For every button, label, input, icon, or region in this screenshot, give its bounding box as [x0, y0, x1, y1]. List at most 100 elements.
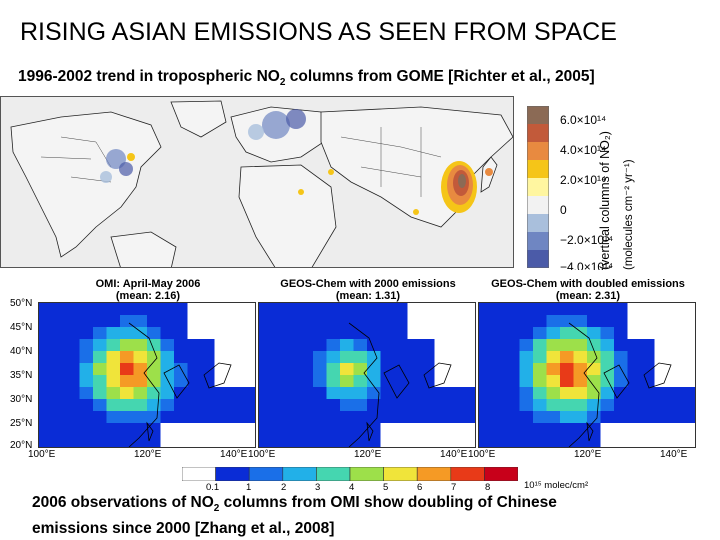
- grid-cell: [174, 375, 188, 388]
- grid-cell: [546, 315, 561, 328]
- grid-cell: [654, 387, 669, 400]
- grid-cell: [93, 423, 107, 436]
- grid-cell: [573, 303, 588, 316]
- korea-outline: [603, 364, 630, 399]
- grid-cell: [133, 351, 148, 364]
- panel-title-geos2000-mean: (mean: 1.31): [335, 290, 401, 302]
- grid-cell: [106, 327, 121, 340]
- grid-cell: [421, 387, 435, 400]
- grid-cell: [600, 399, 615, 412]
- grid-cell: [492, 375, 507, 388]
- grid-cell: [174, 399, 188, 412]
- grid-cell: [407, 327, 422, 340]
- grid-cell: [353, 375, 368, 388]
- grid-cell: [228, 375, 242, 388]
- grid-cell: [326, 303, 341, 316]
- grid-cell: [228, 423, 242, 436]
- grid-cell: [353, 399, 368, 412]
- grid-cell: [201, 315, 215, 328]
- grid-cell: [506, 411, 520, 424]
- grid-cell: [492, 363, 507, 376]
- grid-cell: [519, 375, 534, 388]
- grid-cell: [434, 351, 449, 364]
- grid-cell: [241, 423, 255, 436]
- grid-cell: [492, 327, 507, 340]
- lon-label-100e-1: 100°E: [28, 449, 56, 460]
- grid-cell: [367, 315, 381, 328]
- grid-cell: [187, 423, 202, 436]
- grid-cell: [394, 411, 408, 424]
- colorbar-axis-units: (molecules cm⁻² yr⁻¹): [623, 159, 635, 270]
- grid-cell: [519, 315, 534, 328]
- grid-cell: [506, 351, 520, 364]
- grid-cell: [201, 387, 215, 400]
- trend-colorbar: [527, 106, 549, 268]
- grid-cell: [394, 423, 408, 436]
- colorbar-label-4: 0: [560, 203, 567, 217]
- grid-cell: [93, 411, 107, 424]
- grid-cell: [52, 423, 67, 436]
- grid-cell: [272, 351, 287, 364]
- grid-cell: [286, 411, 300, 424]
- grid-cell: [668, 387, 682, 400]
- panel-title-geosdoubled-mean: (mean: 2.31): [555, 290, 621, 302]
- grid-cell: [259, 303, 273, 316]
- grid-cell: [340, 303, 354, 316]
- grid-cell: [519, 351, 534, 364]
- grid-cell: [627, 363, 642, 376]
- grid-cell: [367, 363, 381, 376]
- grid-cell: [259, 411, 273, 424]
- grid-cell: [133, 375, 148, 388]
- grid-cell: [133, 315, 148, 328]
- grid-cell: [187, 315, 202, 328]
- taiwan-outline: [146, 421, 154, 442]
- grid-cell: [299, 327, 314, 340]
- panel-title-geosdoubled: GEOS-Chem with doubled emissions (mean: …: [478, 278, 698, 302]
- japan-outline: [203, 362, 232, 389]
- grid-cell: [174, 303, 188, 316]
- grid-cell: [600, 327, 615, 340]
- grid-cell: [272, 327, 287, 340]
- colorbar-tick-4: 4: [349, 482, 355, 493]
- grid-cell: [600, 411, 615, 424]
- grid-cell: [641, 375, 655, 388]
- grid-cell: [506, 363, 520, 376]
- grid-cell: [546, 303, 561, 316]
- grid-cell: [492, 387, 507, 400]
- grid-cell: [241, 315, 255, 328]
- grid-cell: [434, 399, 449, 412]
- lon-label-120e-2: 120°E: [354, 449, 382, 460]
- grid-cell: [519, 387, 534, 400]
- grid-cell: [133, 339, 148, 352]
- grid-cell: [340, 411, 354, 424]
- grid-cell: [614, 411, 628, 424]
- grid-cell: [654, 375, 669, 388]
- subtitle-text: 1996-2002 trend in tropospheric NO: [18, 68, 280, 85]
- grid-cell: [286, 351, 300, 364]
- grid-cell: [641, 303, 655, 316]
- grid-cell: [313, 387, 327, 400]
- grid-cell: [448, 399, 462, 412]
- grid-cell: [214, 411, 229, 424]
- grid-cell: [241, 327, 255, 340]
- grid-cell: [627, 339, 642, 352]
- grid-cell: [681, 327, 695, 340]
- colorbar-swatch: [527, 160, 549, 179]
- colorbar-tick-0-1: 0.1: [206, 482, 220, 493]
- grid-cell: [587, 363, 601, 376]
- grid-cell: [340, 375, 354, 388]
- lat-label-45n: 45°N: [10, 322, 33, 333]
- grid-cell: [407, 339, 422, 352]
- grid-cell: [533, 315, 547, 328]
- grid-cell: [66, 423, 80, 436]
- grid-cell: [380, 387, 395, 400]
- grid-cell: [326, 435, 341, 447]
- lat-label-35n: 35°N: [10, 370, 33, 381]
- grid-cell: [313, 315, 327, 328]
- grid-cell: [160, 387, 175, 400]
- grid-cell: [519, 399, 534, 412]
- grid-cell: [340, 423, 354, 436]
- grid-cell: [421, 303, 435, 316]
- grid-cell: [241, 303, 255, 316]
- grid-cell: [340, 327, 354, 340]
